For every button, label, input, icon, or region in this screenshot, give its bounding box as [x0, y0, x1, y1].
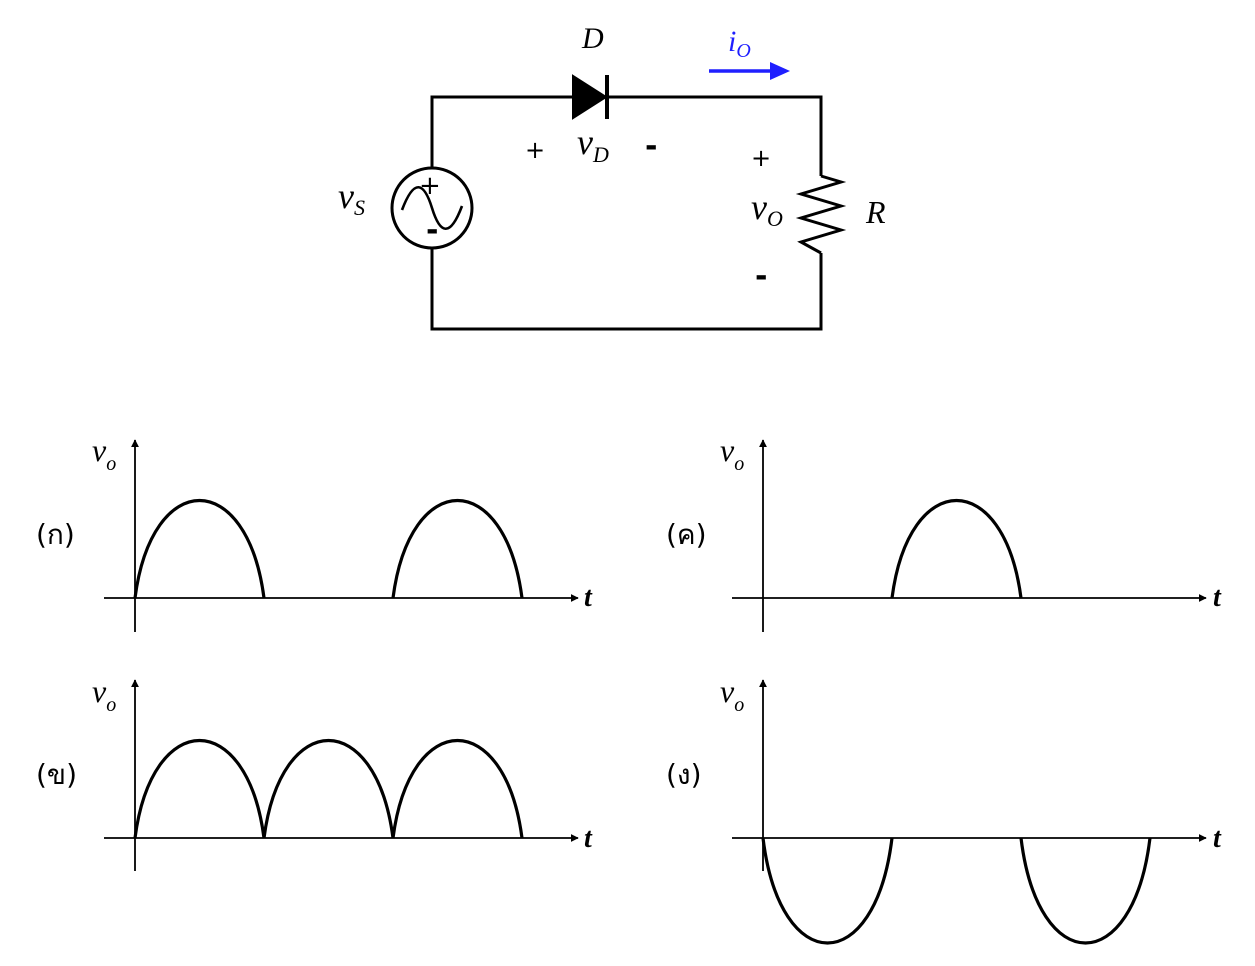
graph-c-pulse: [890, 499, 1023, 599]
graph-b-x-label: t: [584, 823, 593, 854]
graph-d-x-label: t: [1213, 823, 1222, 854]
output-plus-sign: +: [751, 144, 771, 172]
diode-voltage-label: vD: [577, 122, 609, 167]
source-plus-sign: +: [419, 171, 441, 201]
graph-a-x-label: t: [584, 582, 593, 613]
graph-option-c: (ค) vo t: [666, 432, 1222, 632]
graph-a-y-label: vo: [92, 432, 116, 475]
current-label: iO: [728, 25, 751, 62]
graph-option-d: (ง) vo t: [666, 673, 1222, 945]
graph-option-b: (ข) vo t: [36, 673, 593, 871]
circuit: D iO + vD - + - vS R + vO -: [338, 22, 886, 331]
top-left-wire: [430, 95, 573, 168]
graph-b-y-label: vo: [92, 673, 116, 716]
option-b-label: (ข): [36, 758, 77, 791]
output-voltage-label: vO: [751, 187, 783, 231]
diode-minus-sign: -: [645, 129, 657, 164]
diode-plus-sign: +: [525, 136, 545, 164]
diode-label: D: [581, 22, 604, 55]
current-arrow: [709, 62, 790, 80]
resistor-label: R: [865, 194, 886, 230]
option-d-label: (ง): [666, 758, 702, 791]
option-a-label: (ก): [36, 518, 75, 551]
resistor-symbol: [795, 174, 847, 255]
ac-source-symbol: [390, 166, 474, 250]
graph-b-pulse-2: [262, 739, 395, 839]
graph-c-y-label: vo: [720, 432, 744, 475]
graph-option-a: (ก) vo t: [36, 432, 593, 632]
graph-d-pulse-2: [1019, 837, 1152, 945]
source-voltage-label: vS: [338, 176, 365, 220]
graph-b-pulse-1: [133, 739, 266, 839]
top-right-wire: [607, 95, 823, 176]
graph-a-pulse-1: [133, 499, 266, 599]
graph-a-pulse-2: [391, 499, 524, 599]
graph-d-y-label: vo: [720, 673, 744, 716]
graph-c-x-label: t: [1213, 582, 1222, 613]
diode-symbol: [572, 74, 609, 120]
output-minus-sign: -: [755, 259, 767, 294]
bottom-wire: [430, 248, 823, 331]
graph-d-pulse-1: [761, 837, 894, 945]
option-c-label: (ค): [666, 518, 707, 551]
graph-b-pulse-3: [391, 739, 524, 839]
source-minus-sign: -: [426, 213, 438, 248]
